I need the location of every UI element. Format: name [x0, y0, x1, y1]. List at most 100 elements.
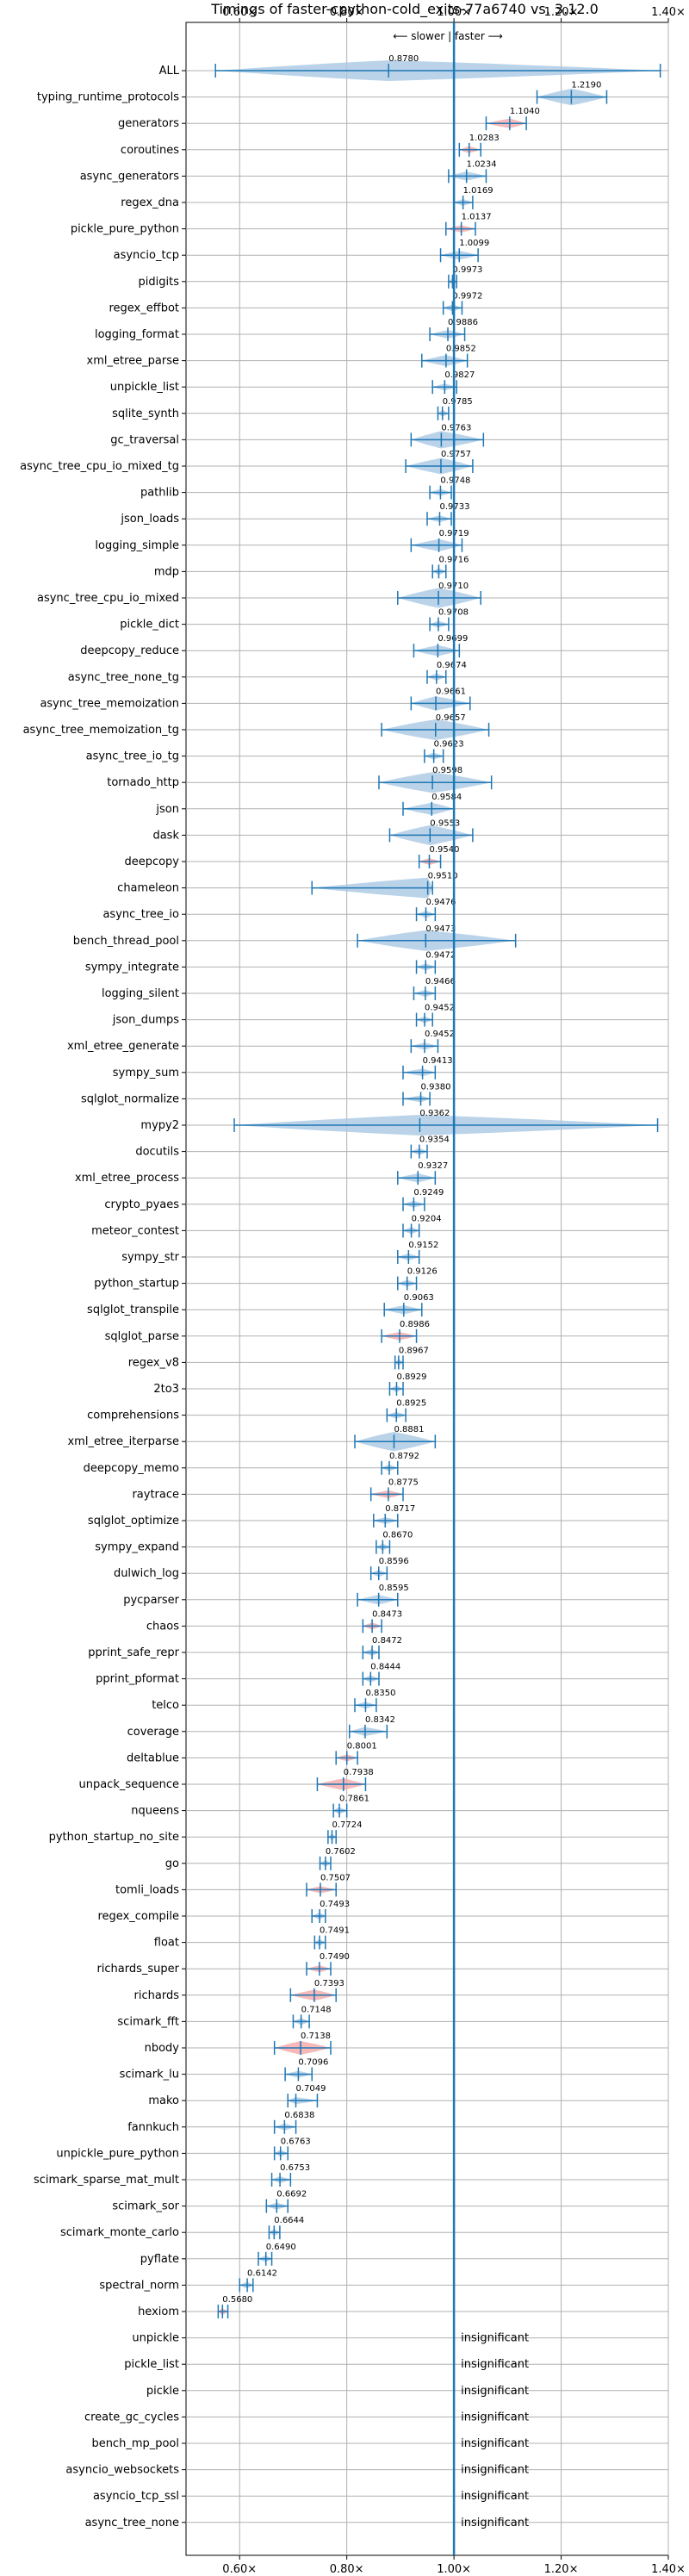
value-label: 0.8967 [399, 1346, 429, 1355]
value-label: 0.7724 [332, 1820, 362, 1830]
benchmark-label: mypy2 [140, 1119, 179, 1132]
benchmark-label: scimark_sor [112, 2200, 179, 2213]
value-label: 0.7393 [314, 1979, 344, 1988]
value-label: 0.9674 [437, 661, 467, 670]
benchmark-label: pyflate [140, 2253, 179, 2266]
value-label: 0.8986 [400, 1320, 430, 1329]
insignificant-label: insignificant [461, 2332, 529, 2345]
value-label: 0.9327 [418, 1161, 448, 1171]
benchmark-label: sympy_sum [113, 1067, 179, 1080]
benchmark-label: json [155, 803, 179, 816]
direction-annotation: ⟵ slower | faster ⟶ [393, 30, 503, 42]
grid [186, 22, 669, 2555]
value-label: 1.0099 [459, 239, 489, 248]
insignificant-label: insignificant [461, 2490, 529, 2503]
benchmark-label: scimark_lu [120, 2069, 179, 2081]
value-label: 0.9598 [432, 766, 462, 775]
value-label: 0.6753 [280, 2163, 310, 2173]
value-label: 0.7507 [320, 1873, 351, 1882]
value-label: 0.9584 [431, 793, 462, 802]
benchmark-label: crypto_pyaes [104, 1198, 179, 1211]
benchmark-label: sympy_integrate [85, 961, 179, 974]
chart-marks: 0.8780 1.2190 1.1040 1.0283 1.0234 1.0169 1.01… [214, 22, 661, 2555]
benchmark-label: pycparser [123, 1594, 179, 1607]
value-label: 0.9623 [434, 740, 464, 750]
value-label: 0.9452 [425, 1030, 455, 1039]
value-label: 1.2190 [571, 81, 601, 90]
benchmark-label: xml_etree_process [75, 1172, 179, 1185]
benchmark-label: unpickle [132, 2332, 179, 2345]
value-label: 0.8881 [394, 1425, 424, 1434]
benchmark-label: deltablue [127, 1752, 179, 1764]
value-label: 0.7138 [301, 2032, 331, 2041]
benchmark-label: async_tree_none_tg [68, 671, 179, 684]
value-label: 0.9472 [425, 950, 456, 960]
benchmark-label: unpickle_list [110, 381, 179, 394]
benchmark-label: fannkuch [127, 2121, 179, 2134]
benchmark-label: asyncio_tcp_ssl [93, 2490, 179, 2503]
benchmark-label: ALL [159, 65, 180, 78]
value-label: 0.9973 [452, 265, 482, 275]
value-label: 0.7493 [320, 1900, 350, 1909]
value-label: 0.5680 [222, 2295, 252, 2305]
value-label: 0.6490 [266, 2243, 296, 2252]
value-label: 1.0137 [462, 213, 492, 222]
value-label: 0.8780 [388, 54, 419, 64]
benchmark-label: float [154, 1937, 179, 1950]
value-label: 0.9354 [419, 1136, 450, 1145]
value-label: 0.8717 [385, 1504, 415, 1514]
value-label: 0.9748 [440, 476, 470, 486]
benchmark-label: scimark_monte_carlo [60, 2226, 179, 2239]
benchmark-label: pickle [146, 2385, 179, 2398]
benchmark-label: sqlglot_optimize [88, 1515, 179, 1528]
value-label: 0.6763 [281, 2137, 311, 2146]
benchmark-label: async_tree_io_tg [86, 750, 179, 763]
value-label: 0.8472 [372, 1636, 402, 1646]
value-label: 0.8792 [389, 1452, 419, 1461]
benchmark-label: bench_thread_pool [73, 935, 179, 948]
value-label: 0.6692 [276, 2190, 307, 2200]
benchmark-label: logging_silent [102, 987, 179, 1000]
x-tick-label-top: 0.60× [222, 6, 257, 19]
value-label: 0.9126 [407, 1267, 438, 1277]
value-label: 0.9466 [425, 977, 456, 986]
benchmark-label: async_tree_none [85, 2517, 179, 2529]
insignificant-label: insignificant [461, 2437, 529, 2450]
value-label: 0.9063 [404, 1293, 434, 1303]
value-label: 0.9510 [428, 872, 458, 881]
value-label: 0.8670 [382, 1531, 413, 1540]
benchmark-label: mdp [154, 565, 179, 578]
benchmark-label: regex_effbot [109, 302, 179, 314]
value-label: 0.9249 [413, 1188, 444, 1198]
value-label: 0.9413 [423, 1056, 453, 1066]
plot-frame [185, 22, 669, 2556]
benchmark-label: dask [152, 829, 179, 842]
value-label: 0.8001 [347, 1741, 377, 1751]
benchmark-label: richards_super [96, 1963, 179, 1976]
benchmark-label: sympy_expand [95, 1541, 179, 1554]
x-tick-label-top: 1.40× [651, 6, 686, 19]
benchmark-label: meteor_contest [91, 1224, 179, 1237]
value-label: 0.8925 [396, 1399, 426, 1409]
insignificant-label: insignificant [461, 2358, 529, 2371]
value-label: 0.9785 [443, 397, 473, 407]
x-tick-label-top: 0.80× [330, 6, 364, 19]
value-label: 0.8775 [388, 1478, 419, 1487]
benchmark-label: go [165, 1857, 179, 1870]
benchmark-label: pickle_list [124, 2358, 179, 2371]
value-label: 0.8444 [370, 1663, 400, 1672]
value-label: 0.7096 [298, 2058, 328, 2068]
benchmark-label: scimark_fft [117, 2015, 179, 2028]
benchmark-label: xml_etree_iterparse [67, 1435, 179, 1448]
value-label: 0.7491 [320, 1926, 350, 1936]
value-label: 0.8596 [379, 1557, 409, 1566]
x-tick-label-bottom: 0.80× [330, 2563, 364, 2576]
x-tick-label-top: 1.20× [544, 6, 579, 19]
benchmark-label: asyncio_websockets [65, 2464, 179, 2477]
value-label: 0.9540 [429, 845, 459, 855]
benchmark-label: sqlglot_transpile [87, 1304, 179, 1316]
value-label: 0.9757 [441, 450, 471, 459]
value-label: 0.7148 [301, 2005, 332, 2014]
benchmark-label: logging_format [95, 328, 179, 341]
